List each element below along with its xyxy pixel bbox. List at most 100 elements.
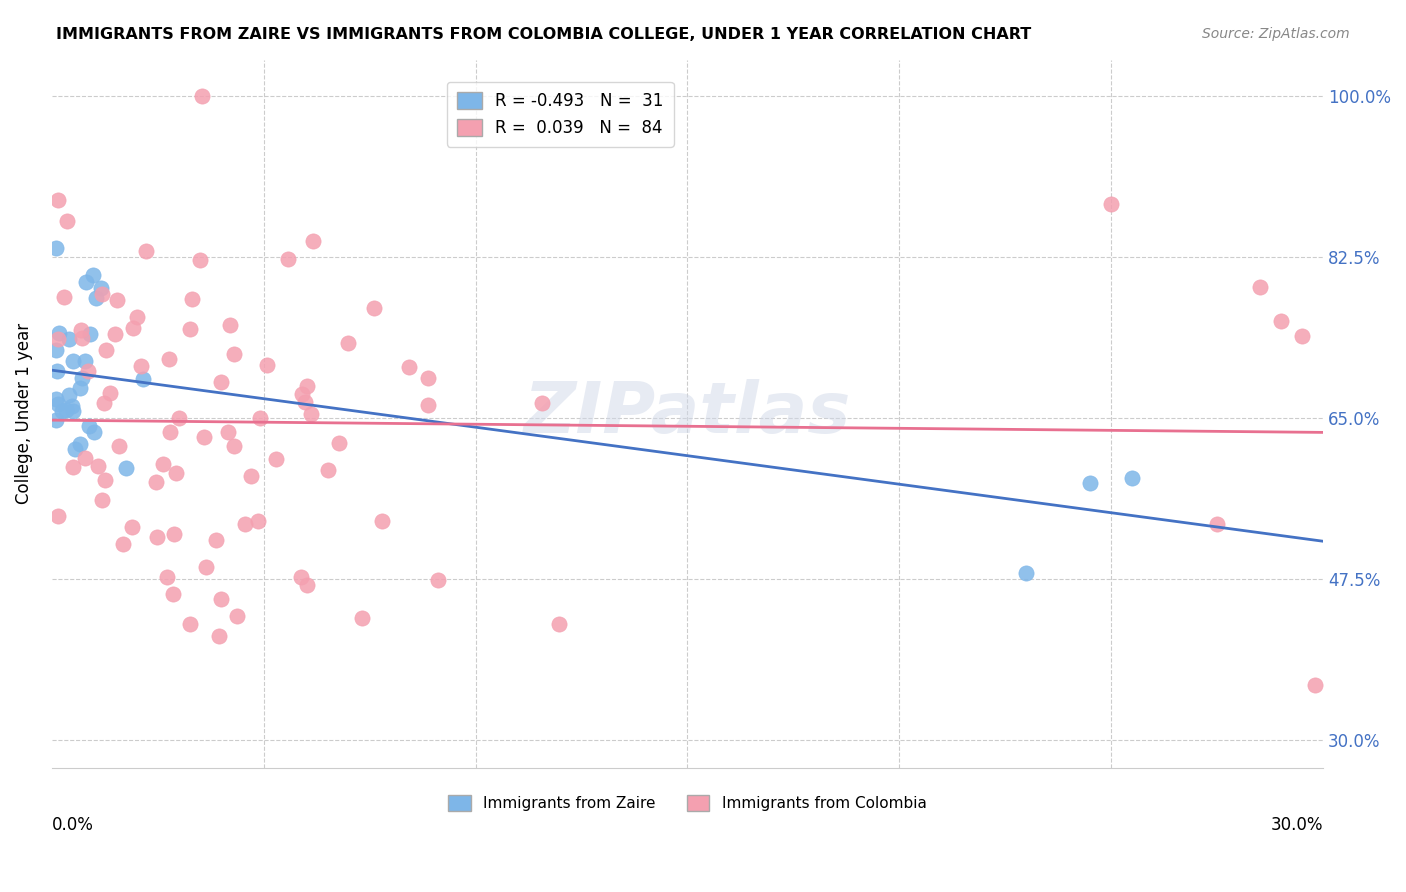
Point bbox=[295, 578, 318, 592]
Point bbox=[62, 354, 84, 368]
Legend: Immigrants from Zaire, Immigrants from Colombia: Immigrants from Zaire, Immigrants from C… bbox=[443, 789, 932, 817]
Point bbox=[1249, 280, 1271, 294]
Point bbox=[82, 268, 104, 283]
Text: ZIPatlas: ZIPatlas bbox=[524, 379, 851, 449]
Point bbox=[129, 359, 152, 373]
Point bbox=[416, 371, 439, 385]
Point bbox=[337, 335, 360, 350]
Point bbox=[398, 359, 420, 374]
Point bbox=[51, 403, 73, 417]
Point bbox=[256, 358, 278, 372]
Point bbox=[350, 610, 373, 624]
Point bbox=[83, 425, 105, 439]
Point bbox=[179, 322, 201, 336]
Point bbox=[46, 193, 69, 207]
Point bbox=[77, 363, 100, 377]
Point bbox=[180, 292, 202, 306]
Y-axis label: College, Under 1 year: College, Under 1 year bbox=[15, 323, 32, 504]
Point bbox=[1121, 471, 1143, 485]
Point bbox=[294, 395, 316, 409]
Point bbox=[125, 310, 148, 325]
Point bbox=[233, 516, 256, 531]
Point bbox=[195, 560, 218, 574]
Point bbox=[46, 396, 69, 410]
Point bbox=[46, 332, 69, 346]
Point bbox=[162, 587, 184, 601]
Point bbox=[328, 435, 350, 450]
Point bbox=[547, 617, 569, 632]
Point bbox=[1099, 197, 1122, 211]
Point bbox=[167, 410, 190, 425]
Point bbox=[112, 537, 135, 551]
Point bbox=[225, 609, 247, 624]
Point bbox=[77, 419, 100, 434]
Point bbox=[48, 326, 70, 341]
Point bbox=[60, 399, 83, 413]
Point bbox=[93, 396, 115, 410]
Point bbox=[58, 388, 80, 402]
Point bbox=[1078, 475, 1101, 490]
Point bbox=[193, 429, 215, 443]
Point bbox=[115, 460, 138, 475]
Point bbox=[108, 439, 131, 453]
Point bbox=[179, 617, 201, 632]
Point bbox=[73, 354, 96, 368]
Point bbox=[45, 241, 67, 255]
Point bbox=[531, 395, 554, 409]
Point bbox=[291, 387, 314, 401]
Point bbox=[163, 527, 186, 541]
Point bbox=[45, 343, 67, 357]
Point bbox=[371, 514, 394, 528]
Point bbox=[104, 326, 127, 341]
Point bbox=[302, 234, 325, 248]
Point bbox=[90, 281, 112, 295]
Point bbox=[277, 252, 299, 266]
Point bbox=[249, 410, 271, 425]
Point bbox=[62, 404, 84, 418]
Point bbox=[188, 253, 211, 268]
Point bbox=[209, 375, 232, 389]
Point bbox=[52, 290, 75, 304]
Point bbox=[121, 320, 143, 334]
Point bbox=[46, 509, 69, 524]
Point bbox=[84, 291, 107, 305]
Point bbox=[58, 331, 80, 345]
Point bbox=[222, 439, 245, 453]
Point bbox=[1206, 517, 1229, 532]
Point bbox=[205, 533, 228, 547]
Point bbox=[70, 331, 93, 345]
Point bbox=[1303, 678, 1326, 692]
Point bbox=[79, 326, 101, 341]
Point bbox=[90, 287, 112, 301]
Point bbox=[152, 457, 174, 471]
Point bbox=[219, 318, 242, 332]
Text: Source: ZipAtlas.com: Source: ZipAtlas.com bbox=[1202, 27, 1350, 41]
Point bbox=[145, 530, 167, 544]
Point bbox=[63, 442, 86, 456]
Point bbox=[427, 573, 450, 587]
Point bbox=[316, 463, 339, 477]
Point bbox=[46, 364, 69, 378]
Point bbox=[145, 475, 167, 490]
Point bbox=[94, 343, 117, 357]
Point bbox=[55, 213, 77, 227]
Point bbox=[266, 451, 288, 466]
Point bbox=[208, 629, 231, 643]
Point bbox=[165, 467, 187, 481]
Point bbox=[246, 514, 269, 528]
Point bbox=[209, 592, 232, 607]
Point bbox=[75, 451, 97, 466]
Point bbox=[55, 403, 77, 417]
Text: IMMIGRANTS FROM ZAIRE VS IMMIGRANTS FROM COLOMBIA COLLEGE, UNDER 1 YEAR CORRELAT: IMMIGRANTS FROM ZAIRE VS IMMIGRANTS FROM… bbox=[56, 27, 1032, 42]
Point bbox=[94, 473, 117, 487]
Point bbox=[121, 520, 143, 534]
Point bbox=[299, 407, 322, 421]
Point bbox=[70, 370, 93, 384]
Point bbox=[75, 275, 97, 289]
Point bbox=[105, 293, 128, 308]
Point bbox=[290, 570, 312, 584]
Point bbox=[224, 346, 246, 360]
Text: 0.0%: 0.0% bbox=[52, 816, 94, 834]
Point bbox=[418, 398, 440, 412]
Point bbox=[69, 437, 91, 451]
